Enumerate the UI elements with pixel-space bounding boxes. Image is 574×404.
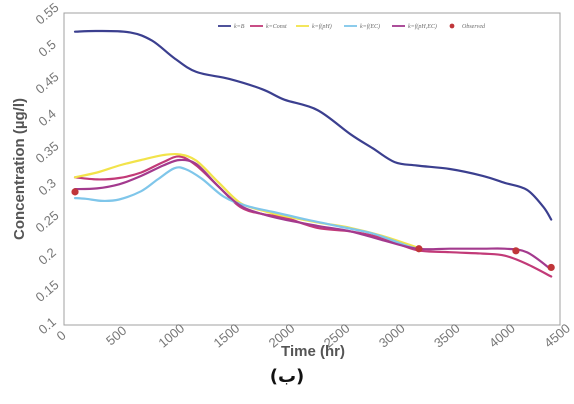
y-tick-label: 0.55 — [33, 0, 62, 27]
legend-label: k=f(EC) — [360, 23, 380, 30]
y-tick-label: 0.3 — [35, 175, 58, 198]
observed-point — [547, 263, 555, 272]
x-tick-label: 500 — [103, 323, 129, 348]
y-tick-label: 0.2 — [35, 245, 58, 268]
plot-area — [63, 12, 561, 326]
series-line — [73, 158, 553, 271]
series-line — [73, 166, 418, 250]
legend-label: k=f(pH,EC) — [408, 23, 437, 30]
observed-point — [512, 247, 520, 255]
legend-label: k=f(pH) — [312, 23, 332, 30]
legend-label: k=Const — [266, 24, 287, 30]
y-tick-label: 0.45 — [33, 69, 62, 97]
observed-point — [71, 188, 79, 196]
y-axis-title: Concentration (µg/l) — [11, 98, 28, 240]
observed-point — [415, 245, 423, 253]
series-line — [73, 29, 553, 221]
x-axis-title: Time (hr) — [281, 343, 345, 360]
y-tick-label: 0.5 — [35, 37, 58, 60]
y-tick-label: 0.35 — [33, 138, 62, 166]
legend-label: k=B — [234, 24, 245, 30]
legend: k=B k=Const k=f(pH) k=f(EC) k=f(pH,EC) Observ… — [218, 23, 486, 30]
y-tick-label: 0.25 — [33, 208, 62, 236]
x-tick-label: 0 — [54, 327, 69, 343]
series-line — [73, 155, 553, 278]
observed-points-layer — [71, 188, 555, 272]
legend-marker — [449, 23, 455, 29]
legend-label: Observed — [462, 24, 486, 30]
series-layer — [73, 29, 553, 278]
y-tick-label: 0.15 — [33, 277, 62, 305]
figure-caption: (ب) — [269, 366, 305, 387]
y-tick-label: 0.4 — [35, 106, 58, 129]
